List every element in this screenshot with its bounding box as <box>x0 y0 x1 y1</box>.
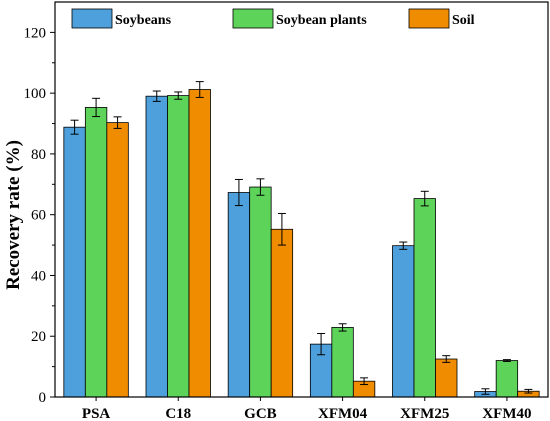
legend-item-soybean-plants: Soybean plants <box>232 8 367 29</box>
legend-item-soil: Soil <box>408 8 475 29</box>
y-tick-label: 120 <box>24 25 47 41</box>
y-tick-label: 20 <box>31 329 46 345</box>
bar-soybean-plants-xfm40 <box>495 360 519 398</box>
bar-soybean-plants-c18 <box>167 95 190 398</box>
error-bar-soybean-plants-xfm04 <box>338 323 347 332</box>
x-tick-label: C18 <box>165 406 191 421</box>
error-bar-soil-gcb <box>277 212 286 246</box>
bar-soybean-plants-psa <box>84 107 108 398</box>
bar-soybeans-c18 <box>145 95 168 398</box>
bar-soybean-plants-xfm04 <box>331 327 354 398</box>
bar-soil-gcb <box>270 228 294 398</box>
error-bar-soybean-plants-psa <box>92 97 101 118</box>
error-bar-soybeans-xfm25 <box>399 241 408 250</box>
error-bar-soil-c18 <box>195 81 204 98</box>
error-bar-soybean-plants-xfm40 <box>502 359 511 362</box>
bar-soil-c18 <box>188 89 211 398</box>
legend-swatch <box>71 8 113 29</box>
error-bar-soybeans-xfm40 <box>481 388 490 395</box>
error-bar-soil-psa <box>113 116 122 129</box>
error-bar-soybeans-psa <box>70 119 79 135</box>
plot-frame <box>54 1 549 398</box>
legend-label: Soil <box>452 13 475 28</box>
error-bar-soil-xfm40 <box>524 388 533 394</box>
bars-layer <box>63 81 540 398</box>
x-tick-label: PSA <box>82 406 111 421</box>
error-bar-soybean-plants-gcb <box>256 178 265 196</box>
legend-item-soybeans: Soybeans <box>71 8 172 29</box>
bar-soybean-plants-xfm25 <box>413 198 436 398</box>
legend-label: Soybean plants <box>276 13 367 28</box>
error-bar-soybeans-c18 <box>152 90 161 102</box>
error-bar-soybeans-gcb <box>234 178 243 207</box>
x-tick-label: XFM25 <box>400 406 449 421</box>
bar-soybeans-gcb <box>227 192 251 398</box>
legend-swatch <box>232 8 274 29</box>
error-bar-soil-xfm04 <box>360 377 369 386</box>
x-tick-label: XFM40 <box>482 406 531 421</box>
y-tick-label: 40 <box>31 268 46 284</box>
x-tick-label: GCB <box>244 406 277 421</box>
bar-soil-psa <box>106 122 129 398</box>
y-tick-label: 60 <box>31 208 46 224</box>
bar-soil-xfm25 <box>435 358 458 398</box>
legend: Soybeans Soybean plants Soil <box>71 8 475 29</box>
y-tick-label: 100 <box>24 86 47 102</box>
y-tick-label: 80 <box>31 147 46 163</box>
legend-swatch <box>408 8 450 29</box>
bar-soybeans-psa <box>63 126 86 398</box>
error-bar-soybean-plants-xfm25 <box>420 190 429 207</box>
error-bar-soybeans-xfm04 <box>317 332 326 356</box>
x-tick-label: XFM04 <box>318 406 368 421</box>
bar-soybean-plants-gcb <box>249 186 272 398</box>
axes-layer: PSA C18 GCB XFM04 XFM25 XFM40 0 20 40 60 80 100 120 <box>24 1 549 421</box>
error-bar-soybean-plants-c18 <box>174 91 183 100</box>
legend-label: Soybeans <box>115 13 172 28</box>
bar-soybeans-xfm25 <box>392 245 415 398</box>
y-axis-label: Recovery rate (%) <box>3 140 24 290</box>
error-bar-soil-xfm25 <box>442 355 451 363</box>
y-tick-label: 0 <box>39 390 47 406</box>
